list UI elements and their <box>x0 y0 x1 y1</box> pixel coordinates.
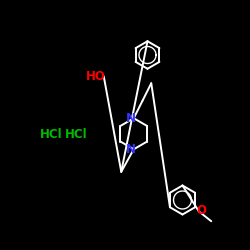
Text: N: N <box>126 112 136 125</box>
Text: N: N <box>126 143 136 156</box>
Text: HO: HO <box>86 70 106 83</box>
Text: HCl: HCl <box>65 128 88 141</box>
Text: O: O <box>196 204 206 216</box>
Text: HCl: HCl <box>40 128 62 141</box>
